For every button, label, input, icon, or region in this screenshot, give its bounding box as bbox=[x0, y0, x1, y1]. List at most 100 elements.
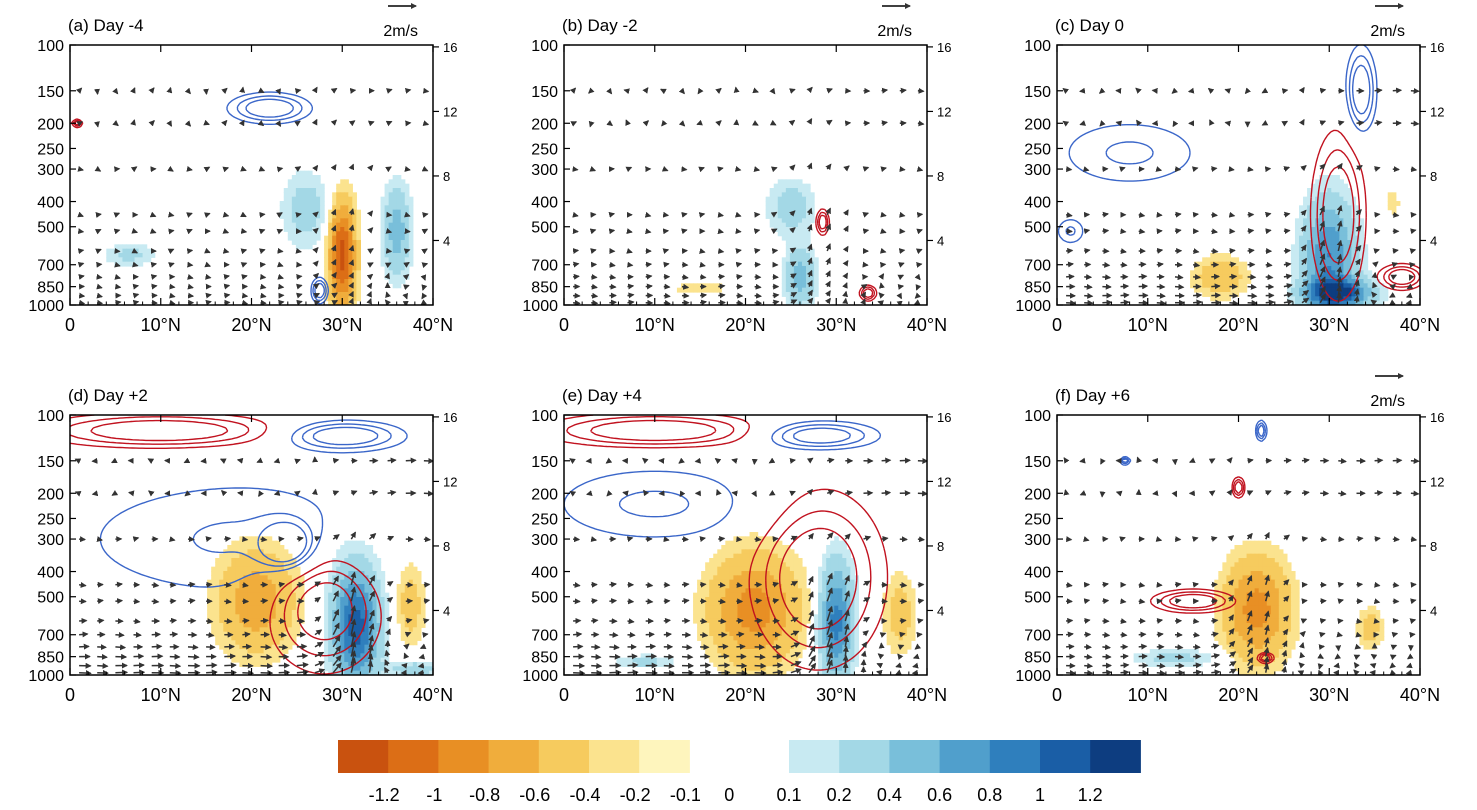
shade-cell bbox=[356, 644, 361, 650]
shade-cell bbox=[761, 571, 767, 576]
shade-cell bbox=[801, 640, 807, 646]
shade-cell bbox=[886, 640, 892, 646]
shade-cell bbox=[773, 562, 779, 568]
wind-vector bbox=[421, 262, 429, 269]
shade-cell bbox=[1339, 248, 1344, 254]
shade-cell bbox=[380, 222, 386, 228]
shade-cell bbox=[834, 644, 839, 650]
shade-cell bbox=[227, 636, 232, 641]
shade-cell bbox=[291, 631, 297, 637]
shade-cell bbox=[781, 653, 787, 659]
wind-vector bbox=[589, 228, 597, 235]
shade-cell bbox=[328, 649, 333, 654]
shade-cell bbox=[797, 209, 803, 215]
shade-cell bbox=[890, 601, 896, 607]
wind-vector bbox=[259, 248, 266, 255]
shade-cell bbox=[404, 566, 410, 572]
shade-cell bbox=[275, 553, 281, 559]
shade-cell bbox=[400, 244, 406, 250]
shade-cell bbox=[1391, 196, 1397, 202]
shade-cell bbox=[247, 545, 253, 550]
shade-cell bbox=[689, 287, 694, 293]
shade-cell bbox=[412, 588, 418, 594]
wind-vector bbox=[1099, 120, 1106, 127]
shade-cell bbox=[814, 257, 819, 263]
shade-cell bbox=[1319, 192, 1324, 198]
shade-cell bbox=[886, 636, 892, 641]
wind-vector bbox=[1102, 274, 1112, 281]
shade-cell bbox=[769, 536, 775, 542]
shade-cell bbox=[1359, 296, 1365, 302]
plot-area bbox=[70, 415, 433, 675]
shade-cell bbox=[1387, 205, 1393, 211]
shade-cell bbox=[1351, 274, 1357, 280]
shade-cell bbox=[376, 588, 382, 594]
shade-cell bbox=[384, 231, 390, 237]
shade-cell bbox=[126, 253, 132, 258]
wind-vector bbox=[296, 643, 308, 650]
shade-cell bbox=[810, 196, 815, 202]
wind-vector bbox=[627, 299, 635, 305]
shade-cell bbox=[1218, 270, 1223, 276]
shade-cell bbox=[344, 214, 349, 219]
shade-cell bbox=[709, 575, 714, 581]
wind-vector bbox=[257, 87, 265, 94]
shade-cell bbox=[134, 253, 140, 258]
shade-cell bbox=[324, 662, 329, 667]
shade-cell bbox=[223, 610, 228, 615]
shade-cell bbox=[1379, 300, 1385, 305]
shade-cell bbox=[360, 579, 366, 585]
shade-cell bbox=[247, 623, 253, 628]
shade-cell bbox=[1343, 201, 1348, 206]
shade-cell bbox=[1198, 270, 1203, 276]
shade-cell bbox=[340, 266, 345, 271]
shade-cell bbox=[364, 614, 370, 620]
shade-cell bbox=[1290, 279, 1296, 284]
shade-cell bbox=[886, 592, 892, 598]
shade-cell bbox=[396, 253, 402, 258]
wind-vector bbox=[220, 489, 228, 497]
shade-cell bbox=[251, 575, 257, 581]
shade-cell bbox=[126, 261, 132, 267]
wind-vector bbox=[133, 662, 145, 669]
shade-cell bbox=[1206, 274, 1211, 280]
shade-cell bbox=[785, 283, 791, 289]
shade-cell bbox=[287, 597, 293, 602]
shade-cell bbox=[785, 627, 791, 633]
shade-cell bbox=[380, 597, 386, 602]
shade-cell bbox=[725, 627, 730, 633]
shade-cell bbox=[729, 614, 734, 620]
shade-cell bbox=[380, 614, 386, 620]
shade-cell bbox=[781, 566, 787, 572]
shade-cell bbox=[364, 588, 370, 594]
shade-cell bbox=[235, 605, 240, 611]
shade-cell bbox=[1359, 227, 1365, 232]
wind-vector bbox=[1355, 225, 1362, 232]
shade-cell bbox=[348, 287, 353, 293]
wind-vector bbox=[167, 211, 175, 218]
shade-cell bbox=[713, 640, 718, 646]
shade-cell bbox=[360, 657, 366, 663]
shade-cell bbox=[1315, 240, 1320, 245]
shade-cell bbox=[215, 618, 220, 624]
shade-cell bbox=[344, 636, 349, 641]
shade-cell bbox=[773, 192, 779, 198]
shade-cell bbox=[420, 597, 426, 602]
shade-cell bbox=[801, 222, 807, 228]
shade-cell bbox=[291, 196, 297, 202]
shade-cell bbox=[906, 610, 912, 615]
shade-cell bbox=[806, 601, 811, 607]
shade-cell bbox=[785, 575, 791, 581]
shade-cell bbox=[352, 562, 357, 568]
shade-cell bbox=[765, 540, 771, 546]
shade-cell bbox=[1347, 192, 1353, 198]
shade-cell bbox=[725, 571, 730, 576]
shade-cell bbox=[239, 657, 245, 663]
shade-cell bbox=[114, 244, 119, 250]
wind-vector bbox=[1229, 247, 1236, 254]
shade-cell bbox=[376, 592, 382, 598]
shade-cell bbox=[239, 631, 245, 637]
shade-cell bbox=[259, 657, 265, 663]
shade-cell bbox=[713, 579, 718, 585]
shade-cell bbox=[693, 287, 698, 293]
